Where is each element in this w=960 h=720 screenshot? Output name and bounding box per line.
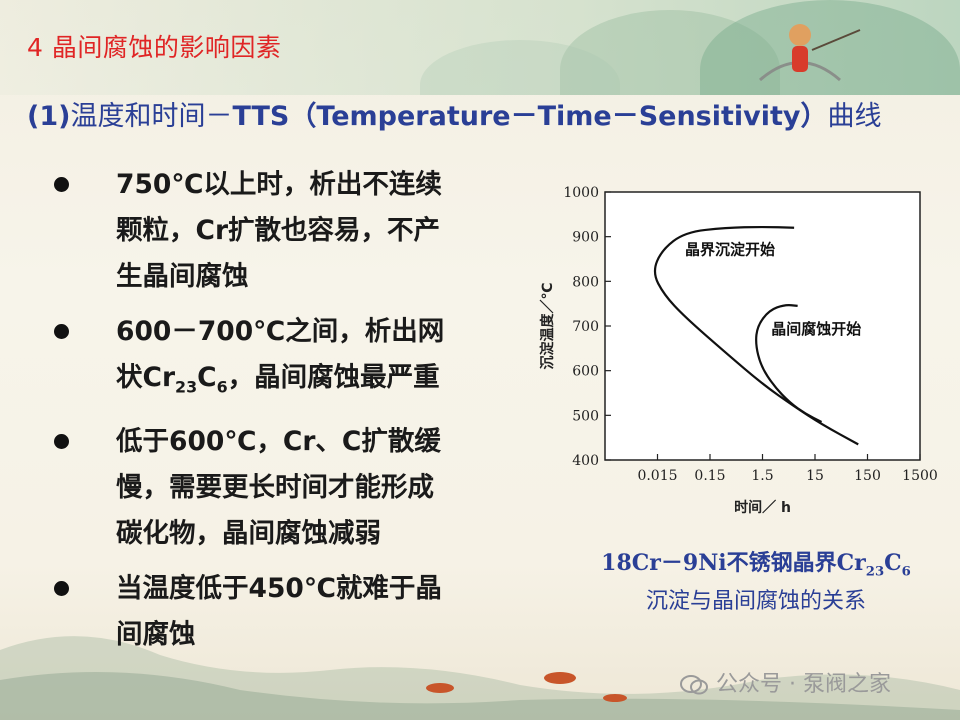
plot-frame — [604, 191, 921, 461]
y-tick-label: 500 — [572, 408, 599, 424]
y-tick-label: 900 — [572, 230, 599, 246]
subtitle-cn: 温度和时间－ — [70, 101, 233, 132]
bullet-dot-icon — [54, 177, 69, 192]
bullet-line: 慢，需要更长时间才能形成 — [116, 472, 434, 504]
x-tick-label: 15 — [806, 468, 824, 484]
subtitle-tail: 曲线 — [827, 101, 882, 132]
bullet-line: 碳化物，晶间腐蚀减弱 — [116, 518, 381, 550]
caption-line-1: 18Cr－9Ni不锈钢晶界Cr23C6 — [601, 550, 911, 580]
series-line — [653, 225, 859, 446]
x-tick-label: 1500 — [902, 468, 938, 484]
caption-line-2: 沉淀与晶间腐蚀的关系 — [645, 589, 866, 615]
y-tick-label: 400 — [572, 453, 599, 469]
subtitle-prefix: (1) — [27, 101, 71, 132]
y-tick-label: 800 — [572, 274, 599, 290]
bullet-item: 750℃以上时，析出不连续 颗粒，Cr扩散也容易，不产 生晶间腐蚀 — [50, 162, 520, 300]
tts-chart: 400 500 600 700 800 900 1000 0.015 0.15 1.5 15 150 1… — [530, 180, 940, 520]
x-tick-label: 150 — [854, 468, 881, 484]
x-tick-label: 0.015 — [637, 468, 677, 484]
bullet-dot-icon — [54, 324, 69, 339]
bullet-item: 低于600℃，Cr、C扩散缓 慢，需要更长时间才能形成 碳化物，晶间腐蚀减弱 — [50, 419, 520, 557]
bullet-line: 生晶间腐蚀 — [116, 261, 249, 292]
series-label: 晶界沉淀开始 — [685, 241, 775, 259]
watermark: 公众号 · 泵阀之家 — [680, 666, 891, 698]
chart-caption: 18Cr－9Ni不锈钢晶界Cr23C6 沉淀与晶间腐蚀的关系 — [566, 548, 946, 617]
bullet-dot-icon — [54, 434, 69, 450]
slide-subtitle: (1)温度和时间－TTS（Temperature－Time－Sensitivit… — [27, 100, 942, 133]
y-tick-label: 600 — [572, 364, 599, 380]
y-tick-label: 700 — [572, 319, 599, 335]
y-tick-label: 1000 — [563, 185, 599, 201]
bullet-line: 状Cr23C6，晶间腐蚀最严重 — [116, 362, 440, 397]
subtitle-tts: TTS（Temperature－Time－Sensitivity） — [232, 101, 828, 132]
bullet-item: 当温度低于450℃就难于晶 间腐蚀 — [50, 566, 520, 658]
bullet-line: 600－700℃之间，析出网 — [116, 316, 445, 347]
bullet-line: 颗粒，Cr扩散也容易，不产 — [116, 215, 441, 246]
wechat-icon — [680, 675, 708, 695]
x-tick-label: 0.15 — [694, 468, 725, 484]
bullet-item: 600－700℃之间，析出网 状Cr23C6，晶间腐蚀最严重 — [50, 309, 520, 410]
y-axis-label: 沉淀温度／℃ — [539, 282, 556, 369]
tts-chart-svg: 400 500 600 700 800 900 1000 0.015 0.15 1.5 15 150 1… — [539, 185, 938, 516]
bullet-line: 低于600℃，Cr、C扩散缓 — [116, 426, 441, 458]
slide-title: 4 晶间腐蚀的影响因素 — [27, 33, 282, 62]
x-axis-label: 时间／ h — [734, 499, 791, 516]
bullet-line: 当温度低于450℃就难于晶 — [116, 573, 442, 605]
x-tick-label: 1.5 — [751, 468, 773, 484]
watermark-text: 公众号 · 泵阀之家 — [716, 672, 891, 697]
series-label: 晶间腐蚀开始 — [771, 320, 861, 338]
bottom-landscape-decoration — [0, 610, 960, 720]
bullet-list: 750℃以上时，析出不连续 颗粒，Cr扩散也容易，不产 生晶间腐蚀 600－70… — [50, 162, 520, 667]
series-line — [755, 304, 823, 424]
bullet-dot-icon — [54, 581, 69, 597]
bullet-line: 间腐蚀 — [116, 619, 196, 651]
bullet-line: 750℃以上时，析出不连续 — [116, 169, 442, 200]
top-landscape-decoration — [0, 0, 960, 95]
